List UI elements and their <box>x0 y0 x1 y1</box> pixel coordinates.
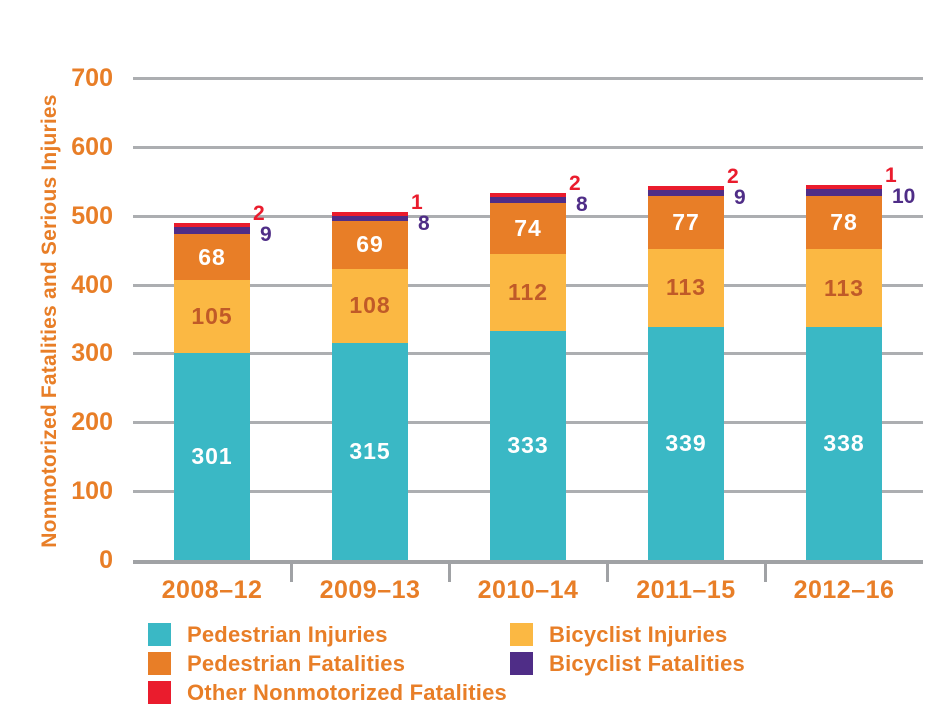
x-tick-label: 2011–15 <box>636 576 736 604</box>
bar-segment-red <box>332 211 408 216</box>
bar-value-label: 112 <box>507 278 549 305</box>
bar-value-label: 68 <box>198 243 226 270</box>
y-axis-tick-labels: 700 600 500 400 300 200 100 0 <box>0 64 113 574</box>
bar-value-label: 78 <box>830 209 858 236</box>
bar-segment-teal: 315 <box>332 343 408 560</box>
bicyclist-fatalities-value-label: 9 <box>734 185 746 209</box>
bar-segment-yellow: 112 <box>490 253 566 331</box>
bar-segment-teal: 338 <box>806 327 882 560</box>
bar-segment-purple <box>490 197 566 203</box>
legend-column-2: Bicyclist Injuries Bicyclist Fatalities <box>510 621 745 681</box>
x-axis-line <box>133 560 923 564</box>
y-tick-label: 700 <box>71 64 113 92</box>
bar-segment-purple <box>648 189 724 196</box>
bar-value-label: 301 <box>191 442 233 469</box>
legend-swatch <box>510 623 533 646</box>
bar-segment-purple <box>806 188 882 196</box>
bar-segment-red <box>648 185 724 190</box>
x-axis-tick-mark <box>289 564 293 582</box>
x-tick-label: 2010–14 <box>477 576 579 604</box>
legend-swatch <box>148 623 171 646</box>
bar-segment-red <box>806 184 882 189</box>
plot-area: 301 105 68 2 9 2008–12 315 108 69 1 8 2009–13 333 112… <box>133 77 923 604</box>
bar-segment-teal: 339 <box>648 326 724 560</box>
other-fatalities-value-label: 1 <box>411 190 423 214</box>
bicyclist-fatalities-value-label: 9 <box>260 223 272 247</box>
x-tick-label: 2009–13 <box>319 576 421 604</box>
x-tick-label: 2012–16 <box>793 576 895 604</box>
bar-value-label: 77 <box>672 208 700 235</box>
legend-item: Bicyclist Injuries <box>510 621 745 647</box>
legend-swatch <box>510 652 533 675</box>
y-tick-label: 0 <box>99 546 113 574</box>
legend-item: Bicyclist Fatalities <box>510 650 745 676</box>
bar-segment-yellow: 105 <box>174 280 250 353</box>
y-tick-label: 600 <box>71 132 113 161</box>
y-tick-label: 200 <box>71 408 113 437</box>
legend-swatch <box>148 652 171 675</box>
bar-value-label: 333 <box>507 431 549 458</box>
bar-segment-orange: 69 <box>332 221 408 269</box>
bicyclist-fatalities-value-label: 10 <box>892 184 916 208</box>
y-tick-label: 100 <box>71 477 113 506</box>
bar-segment-teal: 333 <box>490 330 566 560</box>
bar-segment-red <box>174 223 250 228</box>
bar-segment-orange: 74 <box>490 202 566 254</box>
bar-value-label: 315 <box>349 438 391 465</box>
bar-value-label: 105 <box>191 303 233 330</box>
bar-segment-yellow: 108 <box>332 268 408 344</box>
bar-segment-orange: 78 <box>806 195 882 250</box>
bar-segment-yellow: 113 <box>648 248 724 327</box>
y-tick-label: 300 <box>71 339 113 368</box>
bar-segment-orange: 77 <box>648 195 724 249</box>
bicyclist-fatalities-value-label: 8 <box>418 211 430 235</box>
other-fatalities-value-label: 2 <box>727 164 739 188</box>
bar-value-label: 108 <box>349 292 391 319</box>
bar-value-label: 338 <box>823 430 865 457</box>
legend-item: Pedestrian Injuries <box>148 621 507 647</box>
legend-label: Pedestrian Fatalities <box>187 650 406 676</box>
bicyclist-fatalities-value-label: 8 <box>576 193 588 217</box>
legend-label: Bicyclist Fatalities <box>549 650 745 676</box>
legend-column-1: Pedestrian Injuries Pedestrian Fatalities… <box>148 621 507 710</box>
x-tick-label: 2008–12 <box>161 576 263 604</box>
x-axis-tick-mark <box>763 564 767 582</box>
legend-item: Other Nonmotorized Fatalities <box>148 679 507 705</box>
legend-item: Pedestrian Fatalities <box>148 650 507 676</box>
gridline <box>133 145 923 149</box>
legend-label: Bicyclist Injuries <box>549 621 728 647</box>
bar-segment-teal: 301 <box>174 352 250 560</box>
bar-value-label: 339 <box>665 429 707 456</box>
bar-segment-red <box>490 193 566 198</box>
x-axis-tick-mark <box>605 564 609 582</box>
bar-value-label: 74 <box>514 214 542 241</box>
other-fatalities-value-label: 1 <box>885 163 897 187</box>
x-axis-tick-mark <box>447 564 451 582</box>
legend-label: Other Nonmotorized Fatalities <box>187 679 507 705</box>
bar-segment-yellow: 113 <box>806 249 882 328</box>
legend-swatch <box>148 681 171 704</box>
other-fatalities-value-label: 2 <box>569 172 581 196</box>
legend-label: Pedestrian Injuries <box>187 621 388 647</box>
gridline <box>133 77 923 80</box>
bar-value-label: 69 <box>356 231 384 258</box>
bar-segment-purple <box>174 227 250 234</box>
other-fatalities-value-label: 2 <box>253 202 265 226</box>
y-tick-label: 500 <box>71 201 113 230</box>
bar-value-label: 113 <box>823 274 865 301</box>
bar-segment-purple <box>332 215 408 222</box>
bar-segment-orange: 68 <box>174 233 250 281</box>
y-tick-label: 400 <box>71 270 113 299</box>
bar-value-label: 113 <box>665 274 707 301</box>
